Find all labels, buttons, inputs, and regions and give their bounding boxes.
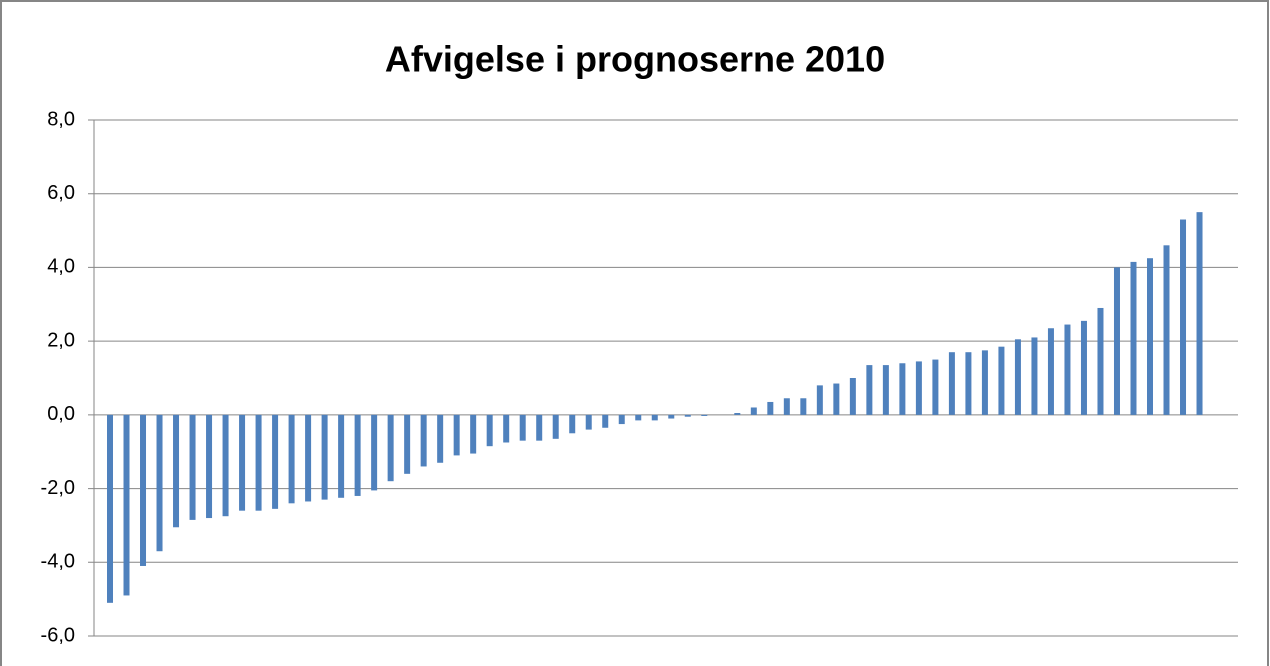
bar: [321, 414, 328, 500]
y-tick-label: 4,0: [47, 256, 75, 278]
bar: [899, 363, 906, 415]
bar: [1113, 267, 1120, 415]
bar: [123, 414, 130, 596]
bar: [816, 385, 823, 415]
bar: [156, 414, 163, 552]
y-tick-label: 6,0: [47, 182, 75, 204]
bar: [107, 414, 113, 603]
bar: [470, 414, 477, 454]
bar: [750, 407, 757, 415]
bar: [684, 414, 691, 417]
bar: [915, 361, 922, 415]
bar: [255, 414, 262, 511]
bar: [404, 414, 411, 474]
y-tick-label: -6,0: [41, 624, 75, 646]
bar: [173, 414, 180, 528]
bar: [635, 414, 642, 421]
bar: [932, 359, 939, 415]
bar: [222, 414, 229, 517]
y-tick-label: 0,0: [47, 403, 75, 425]
bar: [272, 414, 279, 509]
y-tick-label: -4,0: [41, 551, 75, 573]
bar: [486, 414, 493, 447]
bar: [453, 414, 460, 456]
y-tick-label: 8,0: [47, 108, 75, 130]
bar: [189, 414, 196, 520]
bar: [1130, 261, 1137, 415]
bar: [536, 414, 543, 441]
bar: [1031, 337, 1038, 415]
bar: [618, 414, 625, 425]
bar: [734, 413, 741, 415]
bar: [965, 352, 972, 415]
bar: [783, 398, 790, 415]
chart-title: Afvigelse i prognoserne 2010: [385, 39, 885, 80]
bar: [1180, 219, 1187, 415]
bar: [833, 383, 840, 415]
bar: [1163, 245, 1170, 415]
y-tick-label: 2,0: [47, 329, 75, 351]
bar: [1097, 307, 1104, 415]
bar: [1196, 212, 1203, 415]
bar: [651, 414, 658, 421]
bar: [948, 352, 955, 415]
bar: [387, 414, 394, 482]
bar: [866, 365, 873, 415]
bar: [354, 414, 361, 496]
bar: [602, 414, 609, 428]
bar: [849, 378, 856, 415]
bar: [338, 414, 345, 498]
bar: [519, 414, 526, 441]
bar: [1080, 320, 1087, 415]
bar: [503, 414, 510, 443]
bar: [288, 414, 295, 504]
bar: [552, 414, 559, 439]
bar: [767, 401, 774, 415]
bar: [206, 414, 213, 519]
bar: [800, 398, 807, 415]
bar: [1064, 324, 1071, 415]
bar: [998, 346, 1005, 415]
bar: [1047, 328, 1054, 415]
bar: [437, 414, 444, 463]
bar: [420, 414, 427, 467]
bar: [239, 414, 246, 511]
bar: [981, 350, 988, 415]
bar: [371, 414, 378, 491]
bar: [585, 414, 592, 430]
bar: [569, 414, 576, 434]
y-tick-label: -2,0: [41, 477, 75, 499]
bar: [1147, 258, 1153, 415]
bar: [701, 414, 708, 416]
bar: [1014, 339, 1021, 415]
bar: [882, 365, 889, 415]
bar: [140, 414, 147, 566]
bar: [305, 414, 312, 502]
bar: [668, 414, 675, 419]
